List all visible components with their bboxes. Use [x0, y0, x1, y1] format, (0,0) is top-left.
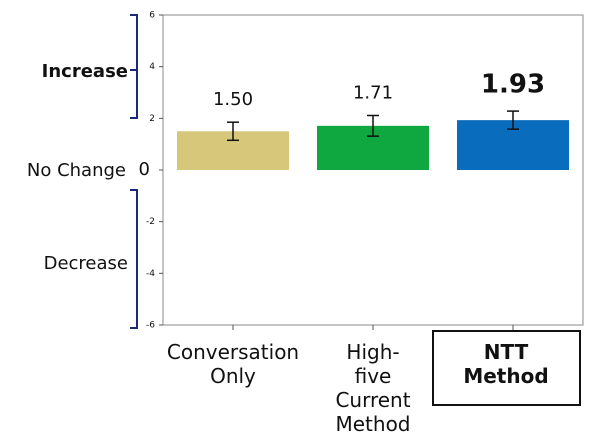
highlight-box	[432, 330, 581, 406]
y-tick-label: -6	[146, 321, 155, 331]
decrease-bracket	[130, 189, 138, 329]
x-tick-label: NTT Method	[463, 340, 549, 388]
y-tick-label: -4	[146, 269, 155, 279]
decrease-label: Decrease	[44, 253, 128, 274]
increase-bracket	[130, 14, 138, 119]
y-tick-label: 2	[149, 114, 155, 124]
y-tick-label: 6	[149, 11, 155, 21]
value-label: 1.93	[481, 70, 545, 100]
no-change-label: No Change	[27, 160, 126, 181]
x-tick-label: High-five Current Method	[335, 340, 411, 433]
y-tick-label: -2	[146, 217, 155, 227]
increase-label: Increase	[42, 61, 128, 82]
value-label: 1.50	[213, 89, 253, 110]
x-tick-label: Conversation Only	[166, 340, 300, 388]
y-tick-label: 4	[149, 62, 155, 72]
y-tick-label: 0	[139, 159, 150, 180]
value-label: 1.71	[353, 82, 393, 103]
